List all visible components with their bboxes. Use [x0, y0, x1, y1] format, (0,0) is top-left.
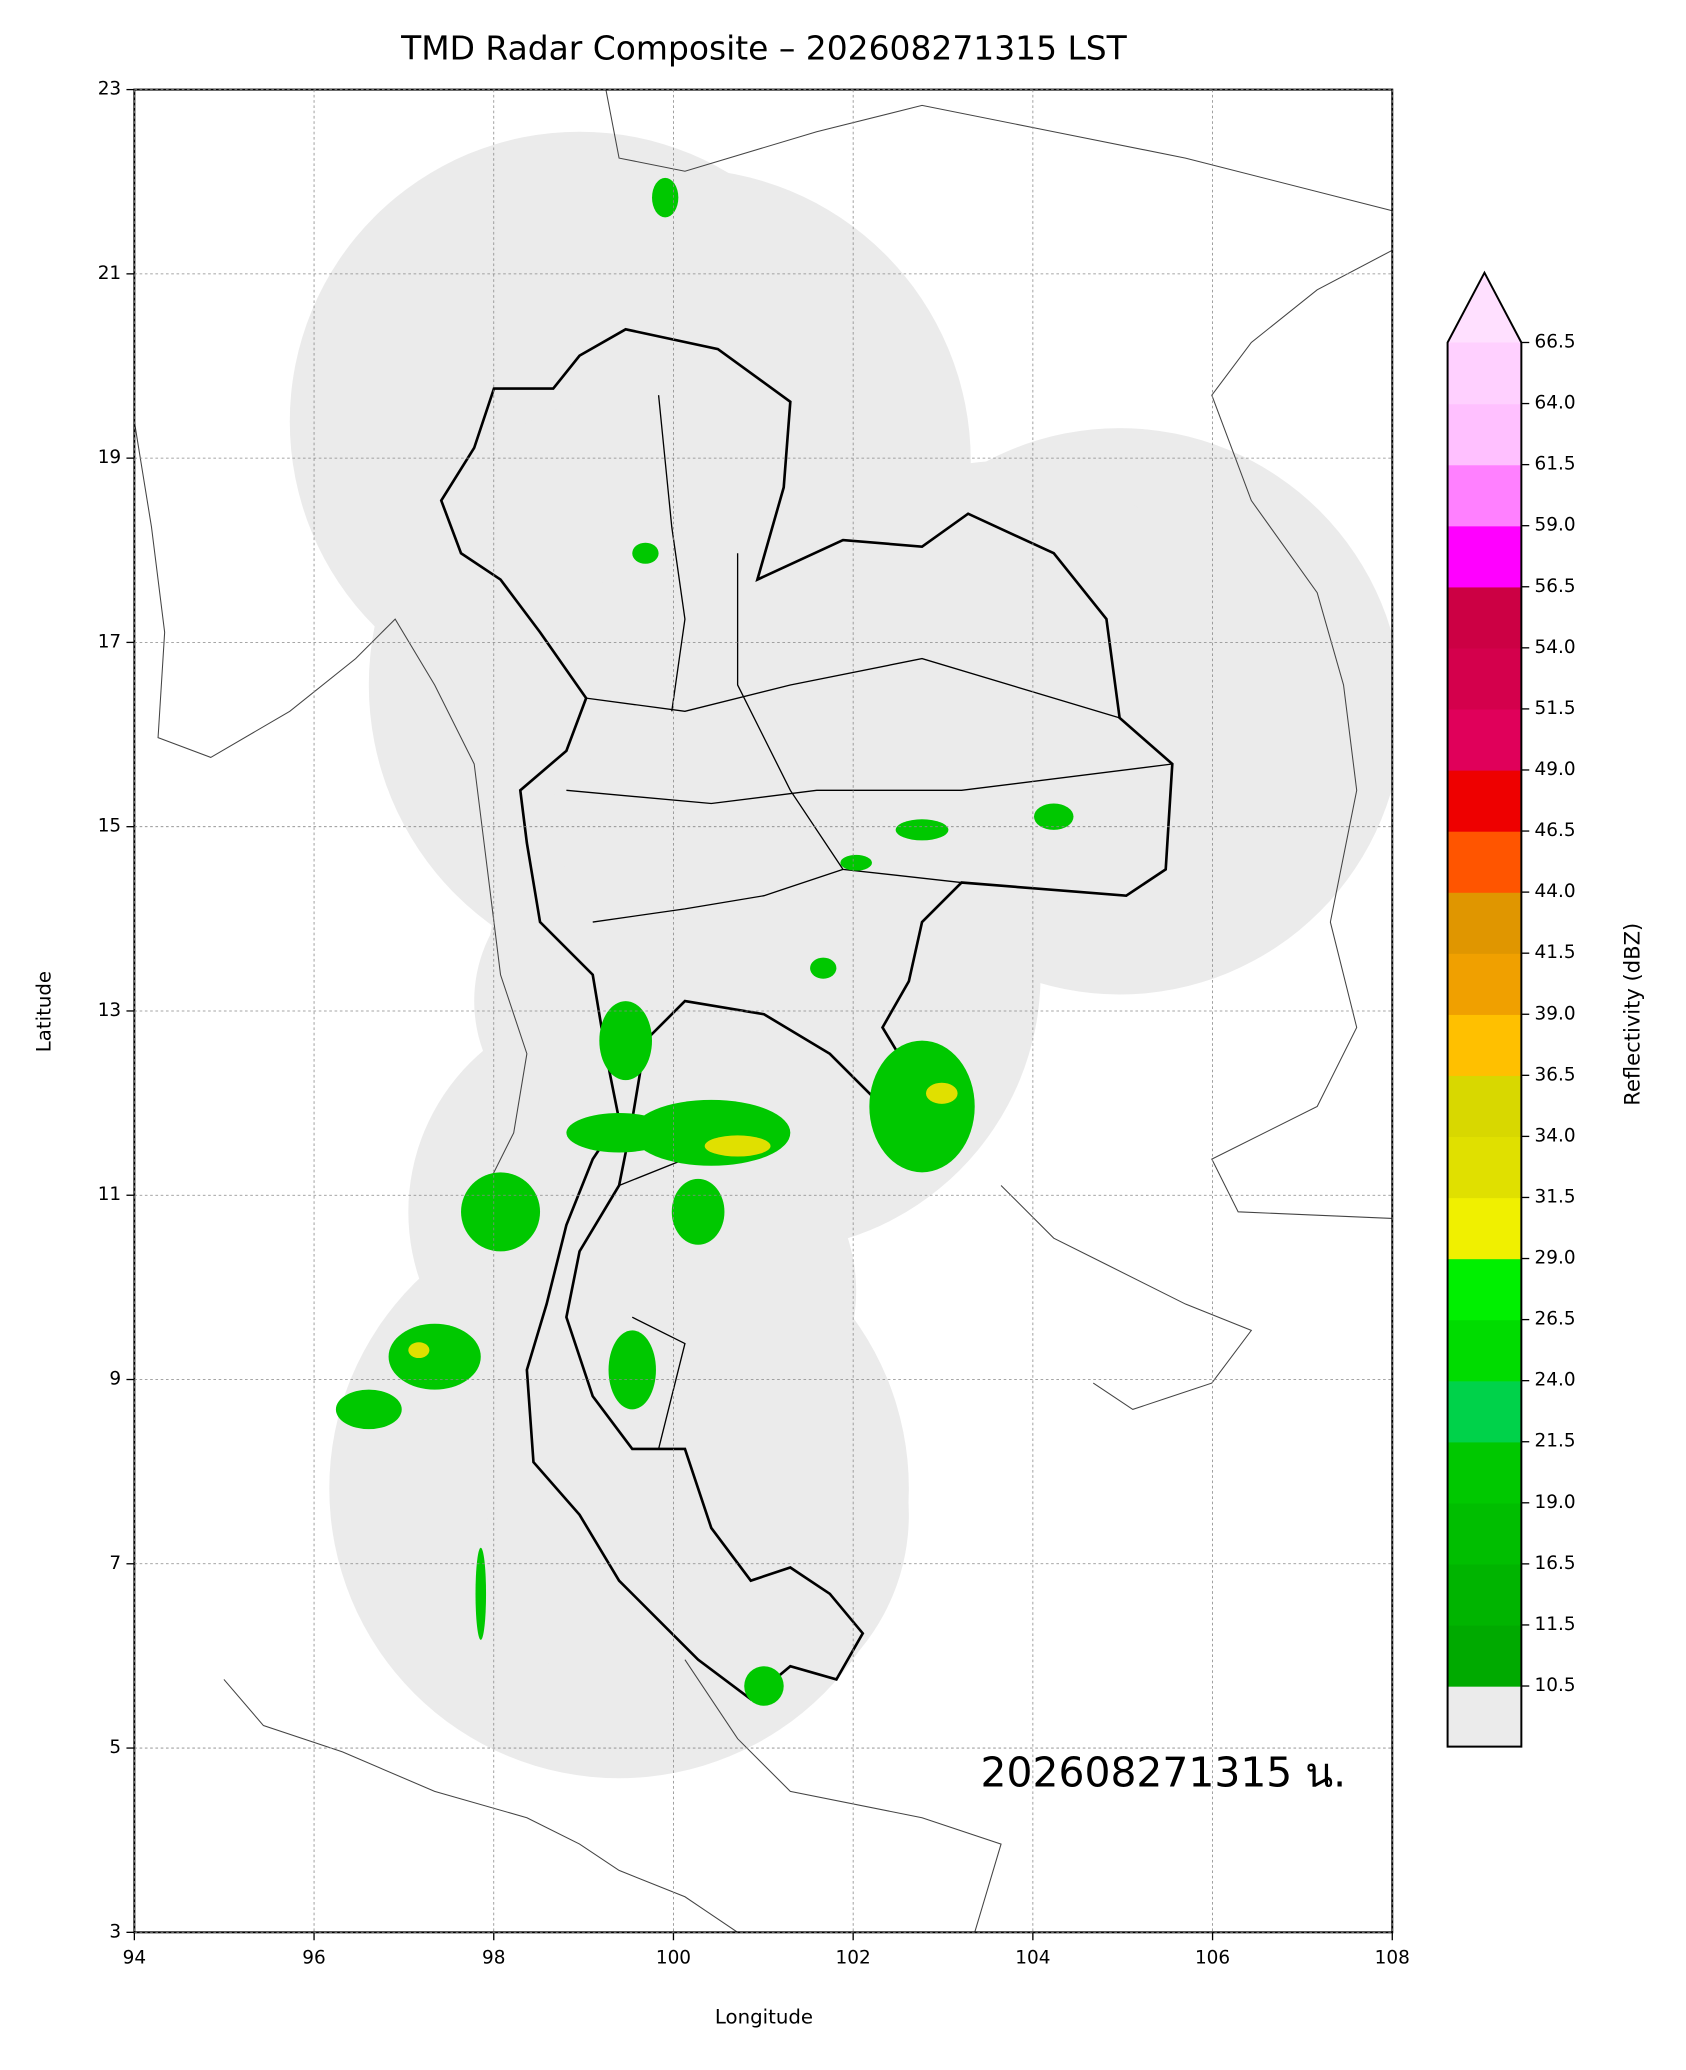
y-tick-label: 9: [109, 1369, 121, 1390]
colorbar-tick-label: 56.5: [1535, 576, 1576, 597]
colorbar-label: Reflectivity (dBZ): [1619, 923, 1644, 1106]
colorbar-tick-label: 39.0: [1535, 1003, 1576, 1024]
colorbar-tick-label: 19.0: [1535, 1492, 1576, 1513]
y-tick-label: 5: [109, 1737, 121, 1758]
colorbar-outline: [1446, 270, 1523, 1748]
colorbar-segment: [1447, 586, 1522, 649]
colorbar-tick-label: 29.0: [1535, 1248, 1576, 1269]
colorbar-segment: [1447, 464, 1522, 527]
colorbar-tick-label: 24.0: [1535, 1370, 1576, 1391]
colorbar-segment: [1447, 1563, 1522, 1626]
colorbar-tick-label: 21.5: [1535, 1431, 1576, 1452]
colorbar-segment: [1447, 892, 1522, 954]
colorbar-segment: [1447, 1441, 1522, 1504]
x-tick-label: 102: [836, 1948, 871, 1969]
colorbar-segment: [1447, 647, 1522, 710]
y-tick-label: 23: [98, 79, 121, 100]
y-tick-label: 3: [109, 1921, 121, 1942]
colorbar-tick-label: 54.0: [1535, 637, 1576, 658]
province-borders: [566, 395, 1173, 1450]
y-tick-label: 19: [98, 447, 121, 468]
colorbar-tick-label: 59.0: [1535, 515, 1576, 536]
x-tick-label: 94: [123, 1948, 146, 1969]
x-axis-label: Longitude: [715, 2005, 813, 2028]
colorbar-tick-label: 64.0: [1535, 393, 1576, 414]
colorbar-tick-label: 10.5: [1535, 1675, 1576, 1696]
colorbar-tick-label: 34.0: [1535, 1125, 1576, 1146]
colorbar-under: [1447, 1686, 1522, 1747]
radar-echoes: [335, 177, 1074, 1706]
colorbar-segment: [1447, 953, 1522, 1015]
colorbar-tick-label: 61.5: [1535, 454, 1576, 475]
colorbar-segment: [1447, 1624, 1522, 1687]
colorbar-segment: [1447, 831, 1522, 893]
y-tick-label: 21: [98, 263, 121, 284]
colorbar-tick-label: 49.0: [1535, 759, 1576, 780]
colorbar-tick-label: 11.5: [1535, 1614, 1576, 1635]
x-tick-label: 98: [482, 1948, 505, 1969]
colorbar-tick-label: 41.5: [1535, 942, 1576, 963]
colorbar-segment: [1447, 1502, 1522, 1565]
x-tick-label: 108: [1375, 1948, 1410, 1969]
colorbar-segment: [1447, 708, 1522, 771]
colorbar-tick-label: 31.5: [1535, 1186, 1576, 1207]
colorbar-tick-label: 44.0: [1535, 881, 1576, 902]
colorbar-segment: [1447, 403, 1522, 466]
x-tick-label: 96: [302, 1948, 325, 1969]
y-tick-label: 17: [98, 631, 121, 652]
colorbar-segment: [1447, 769, 1522, 832]
colorbar-segment: [1447, 1319, 1522, 1382]
thailand-border: [439, 327, 1174, 1701]
y-tick-label: 11: [98, 1184, 121, 1205]
colorbar-tick-label: 51.5: [1535, 698, 1576, 719]
y-tick-label: 13: [98, 1000, 121, 1021]
y-tick-label: 7: [109, 1553, 121, 1574]
colorbar-segment: [1447, 342, 1522, 405]
x-tick-label: 100: [656, 1948, 691, 1969]
colorbar-segment: [1447, 1258, 1522, 1321]
colorbar-tick-label: 66.5: [1535, 331, 1576, 352]
y-tick-label: 15: [98, 816, 121, 837]
timestamp-annotation: 202608271315 น.: [981, 1749, 1347, 1797]
x-tick-label: 104: [1015, 1948, 1050, 1969]
colorbar-segment: [1447, 1075, 1522, 1138]
coastlines: [134, 89, 1393, 1933]
colorbar-tick-label: 26.5: [1535, 1309, 1576, 1330]
y-axis-label: Latitude: [32, 971, 55, 1052]
colorbar-tick-label: 46.5: [1535, 820, 1576, 841]
colorbar-over: [1447, 272, 1522, 343]
colorbar-segment: [1447, 1136, 1522, 1199]
colorbar-segment: [1447, 1197, 1522, 1260]
colorbar-segment: [1447, 1014, 1522, 1076]
x-tick-label: 106: [1195, 1948, 1230, 1969]
colorbar-segment: [1447, 1380, 1522, 1443]
map-layer: [134, 89, 1393, 1933]
colorbar-tick-label: 36.5: [1535, 1064, 1576, 1085]
colorbar-segment: [1447, 525, 1522, 588]
colorbar-tick-label: 16.5: [1535, 1553, 1576, 1574]
chart-title: TMD Radar Composite – 202608271315 LST: [400, 29, 1128, 68]
